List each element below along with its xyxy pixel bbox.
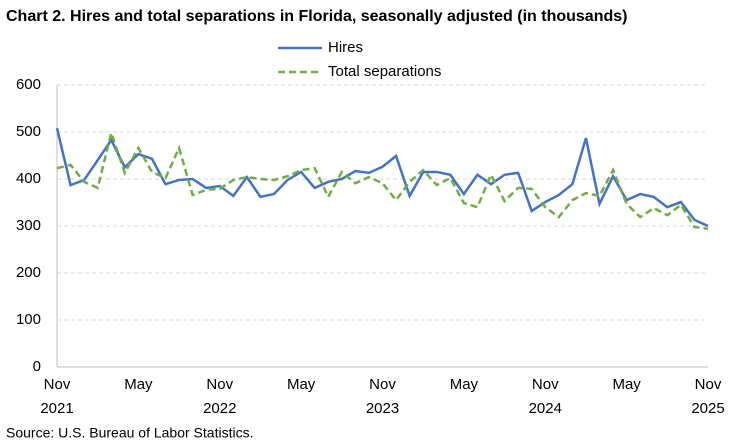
y-tick-label: 500 (16, 123, 41, 140)
x-tick-label: May (287, 376, 316, 393)
x-tick-label: Nov 2025 (691, 376, 724, 417)
series-line (55, 127, 709, 228)
x-tick-label: May (450, 376, 479, 393)
x-tick-label: Nov 2022 (203, 376, 236, 417)
y-tick-label: 400 (16, 170, 41, 187)
y-tick-label: 0 (33, 358, 41, 375)
y-tick-label: 600 (16, 76, 41, 93)
y-tick-label: 200 (16, 264, 41, 281)
x-tick-label: Nov 2023 (366, 376, 399, 417)
x-tick-label: May (612, 376, 641, 393)
series-line (56, 128, 709, 231)
source-note: Source: U.S. Bureau of Labor Statistics. (6, 425, 253, 441)
x-tick-label: Nov 2024 (529, 376, 562, 417)
legend-label: Total separations (328, 63, 441, 80)
chart-title: Chart 2. Hires and total separations in … (6, 8, 627, 25)
y-tick-label: 300 (16, 217, 41, 234)
y-tick-label: 100 (16, 311, 41, 328)
x-tick-label: Nov 2021 (40, 376, 73, 417)
legend-label: Hires (328, 39, 363, 56)
x-tick-label: May (124, 376, 153, 393)
